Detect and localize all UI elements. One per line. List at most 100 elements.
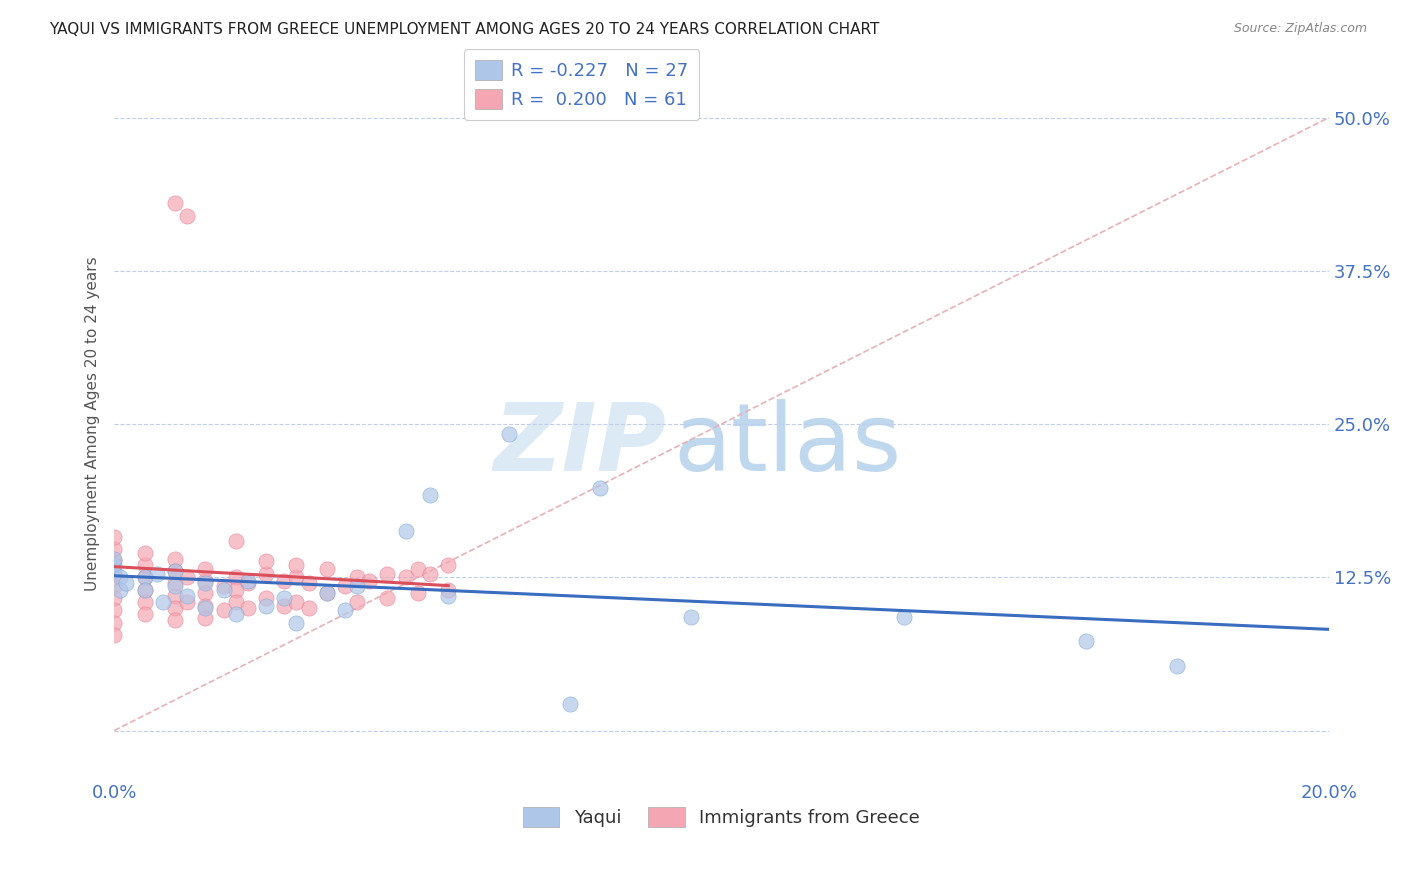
Point [346,570,368,584]
Point [225,582,247,597]
Point [285,595,308,609]
Point [346,595,368,609]
Point [176,209,198,223]
Point [236,574,259,588]
Text: Source: ZipAtlas.com: Source: ZipAtlas.com [1233,22,1367,36]
Point [377,591,399,606]
Point [359,574,381,588]
Point [225,607,247,621]
Point [103,628,125,642]
Point [145,566,167,581]
Point [254,591,277,606]
Point [893,609,915,624]
Point [589,481,612,495]
Point [437,582,460,597]
Point [681,609,703,624]
Text: atlas: atlas [673,400,901,491]
Point [103,552,125,566]
Point [273,574,295,588]
Point [273,599,295,613]
Point [163,564,186,578]
Point [194,574,217,588]
Point [273,591,295,606]
Point [176,595,198,609]
Point [110,582,132,597]
Point [225,533,247,548]
Point [333,579,356,593]
Point [103,579,125,593]
Point [194,586,217,600]
Point [103,530,125,544]
Point [395,570,418,584]
Point [194,562,217,576]
Point [152,595,174,609]
Point [254,599,277,613]
Point [254,554,277,568]
Point [163,576,186,591]
Point [134,570,156,584]
Point [194,599,217,613]
Point [134,570,156,584]
Point [212,582,235,597]
Legend: Yaqui, Immigrants from Greece: Yaqui, Immigrants from Greece [516,800,927,835]
Point [134,595,156,609]
Point [176,570,198,584]
Point [134,607,156,621]
Point [163,613,186,627]
Point [163,564,186,578]
Point [225,595,247,609]
Point [103,564,125,578]
Point [225,570,247,584]
Point [1166,658,1188,673]
Text: YAQUI VS IMMIGRANTS FROM GREECE UNEMPLOYMENT AMONG AGES 20 TO 24 YEARS CORRELATI: YAQUI VS IMMIGRANTS FROM GREECE UNEMPLOY… [49,22,880,37]
Point [176,589,198,603]
Point [395,524,418,538]
Point [103,603,125,617]
Point [212,579,235,593]
Point [315,562,337,576]
Point [437,558,460,572]
Point [285,570,308,584]
Point [212,603,235,617]
Point [103,566,125,581]
Point [103,542,125,557]
Point [103,554,125,568]
Point [163,601,186,615]
Point [297,601,319,615]
Point [315,586,337,600]
Point [194,601,217,615]
Point [419,488,441,502]
Text: ZIP: ZIP [494,400,666,491]
Point [194,576,217,591]
Point [419,566,441,581]
Point [110,570,132,584]
Point [236,601,259,615]
Point [115,576,138,591]
Point [285,558,308,572]
Point [254,566,277,581]
Point [134,546,156,560]
Point [437,589,460,603]
Point [134,582,156,597]
Point [315,586,337,600]
Point [163,579,186,593]
Y-axis label: Unemployment Among Ages 20 to 24 years: Unemployment Among Ages 20 to 24 years [86,257,100,591]
Point [163,196,186,211]
Point [406,562,429,576]
Point [236,576,259,591]
Point [134,582,156,597]
Point [103,558,125,572]
Point [194,611,217,625]
Point [1074,634,1097,648]
Point [498,426,520,441]
Point [297,576,319,591]
Point [163,589,186,603]
Point [134,558,156,572]
Point [333,603,356,617]
Point [163,552,186,566]
Point [285,615,308,630]
Point [377,566,399,581]
Point [406,586,429,600]
Point [103,615,125,630]
Point [346,579,368,593]
